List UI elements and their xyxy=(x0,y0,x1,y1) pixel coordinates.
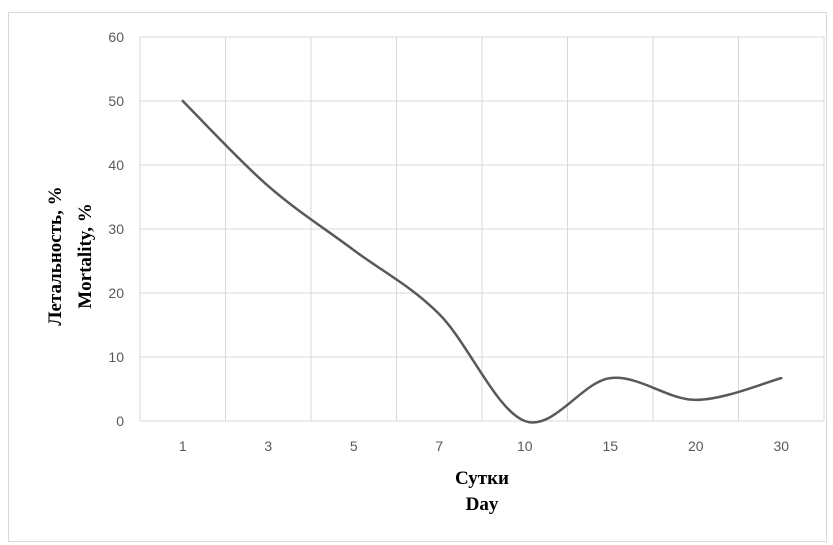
y-axis-title-line-2: Mortality, % xyxy=(75,203,96,309)
x-tick-label: 3 xyxy=(264,438,272,454)
x-tick-label: 7 xyxy=(435,438,443,454)
x-tick-label: 5 xyxy=(350,438,358,454)
x-tick-label: 1 xyxy=(179,438,187,454)
y-tick-label: 10 xyxy=(108,349,124,365)
y-axis-title-line-1: Летальность, % xyxy=(45,186,66,325)
tick-labels: 0 10 20 30 40 50 60 1 3 5 7 10 15 20 30 xyxy=(108,29,789,454)
x-tick-label: 15 xyxy=(602,438,618,454)
y-tick-label: 40 xyxy=(108,157,124,173)
y-tick-label: 60 xyxy=(108,29,124,45)
x-tick-label: 30 xyxy=(773,438,789,454)
x-axis-title-line-1: Сутки xyxy=(455,468,509,489)
y-tick-label: 30 xyxy=(108,221,124,237)
x-axis-title-line-2: Day xyxy=(466,494,499,515)
x-tick-label: 20 xyxy=(688,438,704,454)
gridlines xyxy=(139,36,825,422)
mortality-series-line xyxy=(181,99,783,424)
y-tick-label: 20 xyxy=(108,285,124,301)
chart-frame xyxy=(8,12,827,542)
series-layer xyxy=(181,99,783,424)
y-tick-label: 50 xyxy=(108,93,124,109)
x-tick-label: 10 xyxy=(517,438,533,454)
y-tick-label: 0 xyxy=(116,413,124,429)
